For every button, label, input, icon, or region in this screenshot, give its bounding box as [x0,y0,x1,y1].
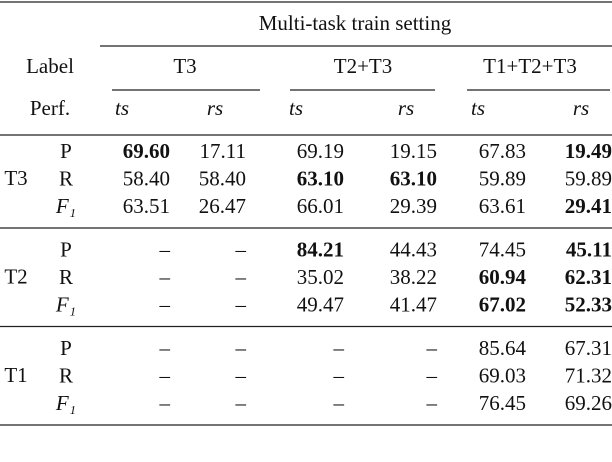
cell: 58.40 [123,166,170,190]
row-metric: R [59,363,73,387]
cell: 66.01 [297,194,344,218]
cell: – [235,363,247,387]
cell: 45.11 [566,237,612,261]
cell: – [426,391,438,415]
cell: 41.47 [390,292,437,316]
cell: 19.49 [565,139,612,163]
row-metric: P [60,139,72,163]
cell: 63.10 [390,166,437,190]
cell: – [235,237,247,261]
cell: – [159,363,171,387]
row-metric: F₁ [55,391,76,415]
row-metric: P [60,336,72,360]
cell: 63.10 [297,166,344,190]
cell: – [235,292,247,316]
cell: 29.41 [565,194,612,218]
cell: 85.64 [479,336,527,360]
cell: 59.89 [479,166,526,190]
setting-header: T1+T2+T3 [483,54,577,78]
header-title: Multi-task train setting [259,11,452,35]
cell: – [426,336,438,360]
cell: 44.43 [390,237,437,261]
cell: 52.33 [565,292,612,316]
cell: – [159,391,171,415]
cell: 69.26 [565,391,612,415]
metric-header: ts [471,96,485,120]
cell: 76.45 [479,391,526,415]
cell: 29.39 [390,194,437,218]
cell: – [333,391,345,415]
row-metric: R [59,265,73,289]
cell: – [333,363,345,387]
cell: – [333,336,345,360]
cell: 67.31 [565,336,612,360]
cell: 67.02 [479,292,526,316]
group-label: T3 [4,166,27,190]
group-label: T1 [4,363,27,387]
cell: 71.32 [565,363,612,387]
cell: 63.51 [123,194,170,218]
cell: 49.47 [297,292,344,316]
row-metric: P [60,237,72,261]
metric-header: rs [207,96,223,120]
cell: – [426,363,438,387]
cell: – [235,336,247,360]
cell: 26.47 [199,194,246,218]
cell: 69.60 [123,139,170,163]
cell: – [235,265,247,289]
row-metric: F₁ [55,292,76,316]
cell: 69.03 [479,363,526,387]
cell: 17.11 [200,139,246,163]
metric-header: ts [289,96,303,120]
cell: 84.21 [297,237,344,261]
metric-header: ts [115,96,129,120]
cell: 58.40 [199,166,246,190]
setting-header: T2+T3 [334,54,393,78]
cell: 67.83 [479,139,526,163]
cell: 69.19 [297,139,344,163]
cell: – [159,336,171,360]
row-metric: R [59,166,73,190]
cell: – [159,292,171,316]
cell: – [159,265,171,289]
cell: 38.22 [390,265,437,289]
cell: 59.89 [565,166,612,190]
cell: 19.15 [390,139,437,163]
perf-header: Perf. [30,96,70,120]
cell: – [235,391,247,415]
metric-header: rs [573,96,589,120]
cell: 74.45 [479,237,526,261]
cell: 35.02 [297,265,344,289]
metric-header: rs [398,96,414,120]
label-header: Label [26,54,74,78]
row-metric: F₁ [55,194,76,218]
cell: 63.61 [479,194,526,218]
setting-header: T3 [173,54,196,78]
cell: 62.31 [565,265,612,289]
group-label: T2 [4,264,27,288]
cell: 60.94 [479,265,527,289]
cell: – [159,237,171,261]
